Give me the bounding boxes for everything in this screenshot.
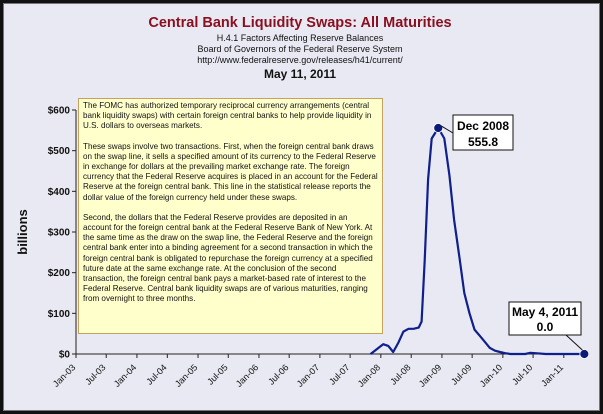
x-tick-label: Jan-08 xyxy=(356,362,383,389)
note-paragraph-1: The FOMC has authorized temporary recipr… xyxy=(83,101,372,131)
peak-marker xyxy=(433,123,444,133)
x-tick-label: Jan-11 xyxy=(539,362,565,388)
chart-subtitle-2: Board of Governors of the Federal Reserv… xyxy=(197,44,402,54)
x-tick-label: Jul-06 xyxy=(266,362,290,386)
x-tick-label: Jan-10 xyxy=(478,362,505,389)
y-tick-label: $100 xyxy=(48,309,71,320)
explanatory-note: The FOMC has authorized temporary recipr… xyxy=(78,98,383,334)
y-tick-label: $300 xyxy=(48,228,71,239)
y-axis-label: billions xyxy=(15,209,30,255)
latest-callout-date: May 4, 2011 xyxy=(512,305,578,319)
x-tick-label: Jul-03 xyxy=(83,362,107,386)
y-tick-label: $200 xyxy=(48,268,71,279)
peak-callout-leader xyxy=(440,125,454,134)
chart-subtitle-3: http://www.federalreserve.gov/releases/h… xyxy=(197,55,403,65)
x-tick-label: Jul-07 xyxy=(327,362,351,386)
chart-date: May 11, 2011 xyxy=(264,67,336,81)
peak-callout-date: Dec 2008 xyxy=(457,119,509,133)
note-paragraph-3: Second, the dollars that the Federal Res… xyxy=(83,212,373,304)
note-paragraph-2: These swaps involve two transactions. Fi… xyxy=(83,141,378,202)
x-tick-label: Jul-04 xyxy=(144,362,168,386)
x-tick-label: Jul-08 xyxy=(388,362,412,386)
latest-marker xyxy=(579,349,590,359)
x-tick-label: Jul-05 xyxy=(205,362,229,386)
x-tick-label: Jul-10 xyxy=(510,362,534,386)
y-tick-label: $400 xyxy=(48,187,71,198)
y-tick-label: $500 xyxy=(48,146,71,157)
y-tick-label: $0 xyxy=(59,350,71,361)
x-tick-label: Jan-04 xyxy=(112,362,139,389)
y-tick-label: $600 xyxy=(48,106,71,117)
x-tick-label: Jan-05 xyxy=(173,362,200,389)
latest-callout-leader xyxy=(565,334,583,351)
latest-callout-value: 0.0 xyxy=(537,320,554,334)
chart-subtitle-1: H.4.1 Factors Affecting Reserve Balances xyxy=(217,33,384,43)
x-tick-label: Jan-09 xyxy=(417,362,444,389)
x-tick-label: Jan-07 xyxy=(295,362,322,389)
x-tick-label: Jan-06 xyxy=(234,362,261,389)
x-tick-label: Jul-09 xyxy=(449,362,473,386)
peak-callout-box xyxy=(452,114,514,151)
latest-callout-box xyxy=(508,301,582,336)
peak-callout-value: 555.8 xyxy=(468,135,498,149)
x-tick-label: Jan-03 xyxy=(51,362,78,389)
series-line-1 xyxy=(369,126,585,356)
chart-title: Central Bank Liquidity Swaps: All Maturi… xyxy=(148,15,451,31)
